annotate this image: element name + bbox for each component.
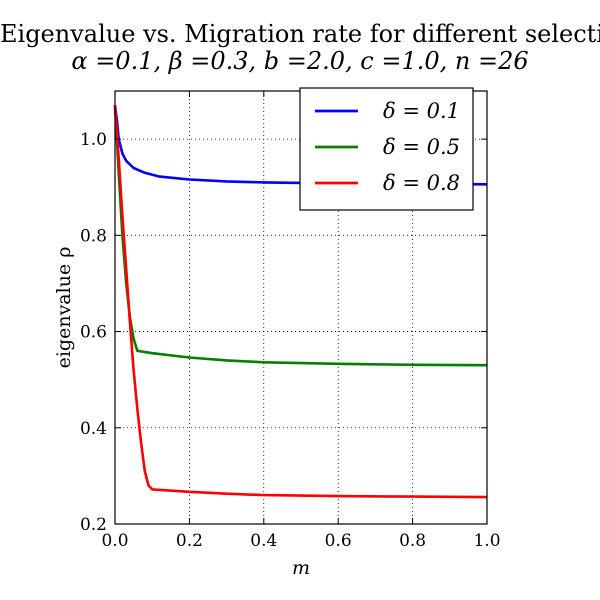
chart-title: Eigenvalue vs. Migration rate for differ…	[0, 20, 600, 48]
legend-label: δ = 0.5	[383, 135, 460, 159]
legend: δ = 0.1 δ = 0.5 δ = 0.8	[299, 87, 474, 211]
x-tick-label: 0.0	[101, 531, 128, 551]
series-line-3	[113, 105, 488, 499]
x-tick-label: 0.6	[325, 531, 352, 551]
y-tick-label: 0.4	[80, 419, 107, 439]
y-tick-label: 0.2	[80, 515, 107, 535]
x-axis-label: m	[292, 557, 310, 579]
y-axis-label: eigenvalue ρ	[53, 247, 75, 369]
chart-subtitle: α =0.1, β =0.3, b =2.0, c =1.0, n =26	[71, 47, 529, 75]
x-tick-label: 0.8	[399, 531, 426, 551]
y-tick-label: 1.0	[80, 130, 107, 150]
x-tick-label: 0.2	[176, 531, 203, 551]
y-tick-label: 0.8	[80, 226, 107, 246]
series-line-2	[113, 105, 488, 367]
axis-ticks: 0.0 0.2 0.4 0.6 0.8 1.00.20.40.60.81.0	[80, 91, 501, 551]
x-tick-label: 0.4	[250, 531, 277, 551]
x-tick-label: 1.0	[473, 531, 500, 551]
y-tick-label: 0.6	[80, 323, 107, 343]
legend-label: δ = 0.8	[383, 171, 460, 195]
legend-box	[299, 87, 474, 211]
legend-label: δ = 0.1	[383, 99, 460, 123]
